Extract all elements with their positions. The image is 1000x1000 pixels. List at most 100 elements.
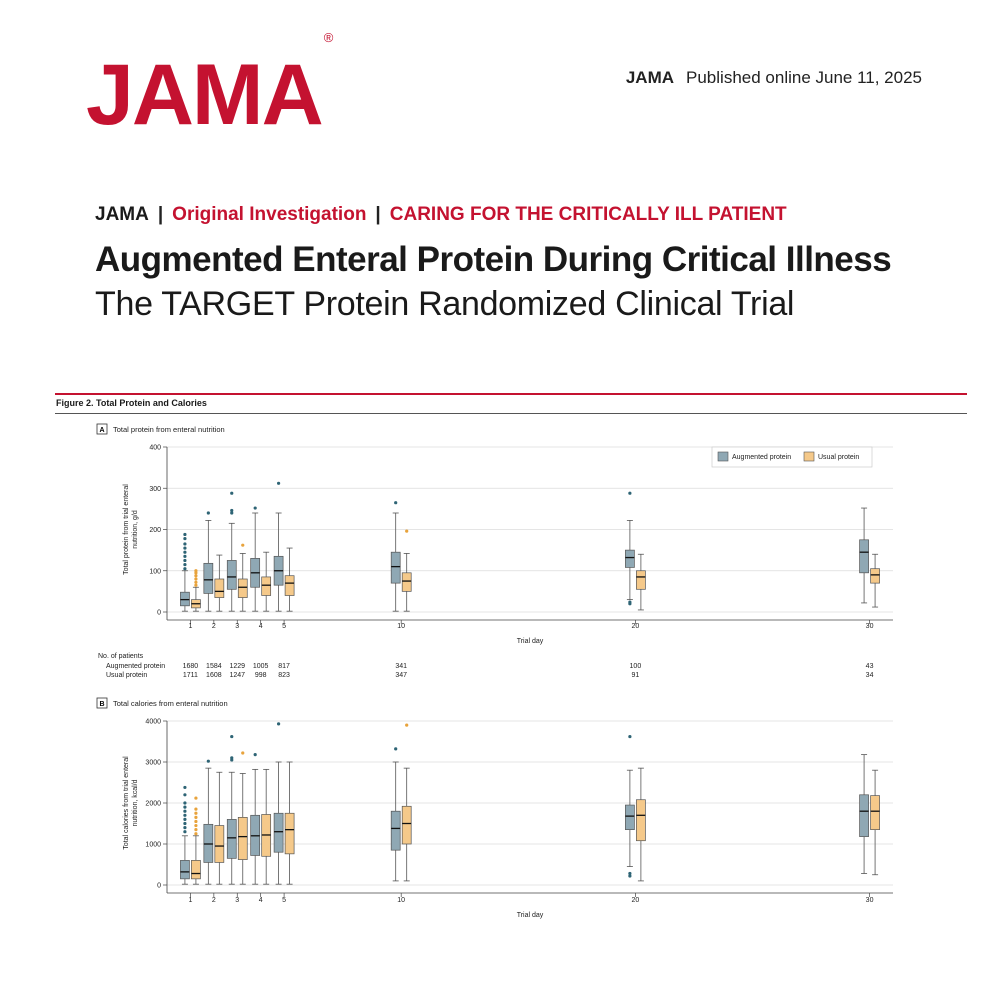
y-axis-label: Total calories from trial enteral (123, 756, 130, 850)
patients-count: 817 (278, 663, 290, 670)
x-tick-label: 10 (397, 897, 405, 904)
box-iqr (237, 578, 248, 598)
box-iqr (870, 795, 880, 830)
outlier-point (230, 511, 234, 515)
x-tick-label: 30 (866, 897, 874, 904)
patients-count: 43 (866, 663, 874, 670)
outlier-point (194, 569, 198, 573)
legend-box (711, 446, 873, 468)
outlier-point (241, 751, 245, 755)
x-tick-label: 2 (212, 623, 216, 630)
box-iqr (390, 810, 401, 851)
box-iqr (191, 860, 201, 880)
outlier-point (276, 481, 281, 485)
outlier-point (194, 807, 198, 811)
article-title: Augmented Enteral Protein During Critica… (95, 240, 892, 279)
x-tick-label: 4 (259, 897, 263, 904)
x-tick-label: 3 (235, 897, 239, 904)
box-iqr (625, 804, 635, 830)
outlier-point (276, 722, 281, 726)
publication-info: JAMA Published online June 11, 2025 (626, 68, 922, 88)
box-iqr (401, 572, 412, 592)
y-tick-label: 100 (149, 568, 161, 575)
outlier-point (183, 554, 187, 558)
patients-count: 91 (631, 672, 639, 679)
outlier-point (405, 529, 409, 533)
box-iqr (859, 539, 869, 574)
box-iqr (859, 794, 869, 837)
patients-count: 34 (866, 672, 874, 679)
outlier-point (194, 796, 198, 800)
patients-count: 347 (395, 672, 407, 679)
panel-badge (96, 423, 108, 435)
outlier-point (183, 817, 187, 821)
outlier-point (194, 577, 198, 581)
y-axis-label: nutrition, kcal/d (132, 779, 139, 826)
y-tick-label: 300 (149, 486, 161, 493)
patients-count: 1711 (183, 672, 198, 679)
outlier-point (194, 828, 198, 832)
y-tick-label: 1000 (145, 842, 161, 849)
x-tick-label: 1 (188, 623, 192, 630)
journal-logo: JAMA® (86, 31, 333, 138)
registered-mark: ® (323, 30, 334, 46)
outlier-point (183, 785, 187, 790)
x-axis-label: Trial day (517, 638, 544, 645)
y-tick-label: 4000 (145, 719, 161, 726)
x-tick-label: 30 (866, 623, 874, 630)
kicker-journal: JAMA (95, 204, 149, 225)
x-tick-label: 20 (631, 623, 639, 630)
y-tick-label: 0 (157, 883, 161, 890)
kicker-separator: | (157, 204, 164, 225)
box-iqr (273, 812, 284, 853)
outlier-point (183, 546, 187, 550)
outlier-point (628, 874, 632, 878)
box-iqr (180, 860, 190, 880)
outlier-point (183, 813, 187, 817)
outlier-point (394, 501, 398, 505)
box-iqr (261, 576, 272, 596)
outlier-point (394, 747, 398, 751)
patients-count: 1229 (229, 663, 245, 670)
outlier-point (194, 811, 198, 815)
patients-row-label: Augmented protein (106, 663, 165, 670)
outlier-point (183, 532, 187, 537)
figure-top-rule (55, 393, 967, 395)
published-date: Published online June 11, 2025 (686, 68, 922, 87)
y-tick-label: 2000 (145, 801, 161, 808)
y-axis-label: nutrition, g/d (132, 510, 139, 549)
patients-count: 100 (630, 663, 642, 670)
outlier-point (206, 759, 210, 763)
x-tick-label: 5 (282, 897, 286, 904)
outlier-point (628, 734, 632, 739)
kicker-section: Original Investigation (172, 204, 367, 225)
outlier-point (183, 550, 187, 554)
y-tick-label: 0 (157, 610, 161, 617)
x-axis-label: Trial day (517, 912, 544, 919)
patients-count: 1005 (253, 663, 269, 670)
box-iqr (284, 812, 295, 855)
patients-count: 1247 (229, 672, 245, 679)
patients-row-label: Usual protein (106, 672, 147, 679)
figure-chart: A Total protein from enteral nutrition010… (96, 423, 893, 919)
outlier-point (194, 583, 198, 587)
outlier-point (183, 558, 187, 563)
box-iqr (203, 562, 214, 594)
x-tick-label: 20 (631, 897, 639, 904)
box-iqr (284, 575, 295, 596)
patients-count: 823 (278, 672, 290, 679)
article-subtitle: The TARGET Protein Randomized Clinical T… (95, 285, 795, 323)
box-iqr (636, 570, 646, 590)
outlier-point (183, 821, 187, 826)
journal-name: JAMA (625, 68, 675, 87)
outlier-point (183, 809, 187, 813)
y-tick-label: 200 (149, 527, 161, 534)
outlier-point (628, 871, 632, 876)
legend-swatch-usual (803, 451, 815, 462)
outlier-point (183, 562, 187, 567)
outlier-point (230, 508, 234, 513)
x-tick-label: 4 (259, 623, 263, 630)
x-tick-label: 5 (282, 623, 286, 630)
panel-title: Total calories from enteral nutrition (113, 699, 228, 708)
box-iqr (214, 578, 225, 598)
